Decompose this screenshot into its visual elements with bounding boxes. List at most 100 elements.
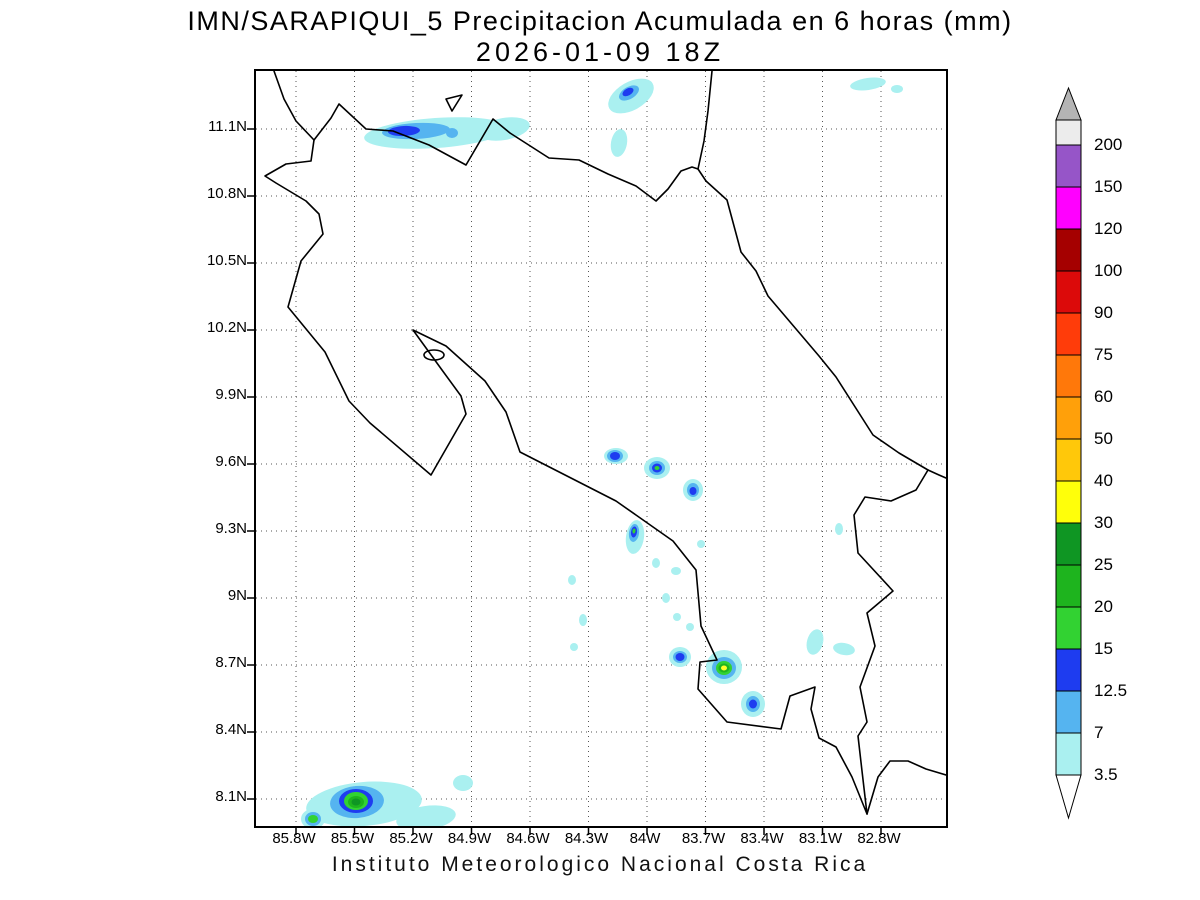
precip-cell — [673, 613, 681, 621]
colorbar-label: 120 — [1094, 219, 1123, 238]
precip-cell — [396, 805, 456, 826]
lon-tick-label: 84.3W — [564, 830, 609, 847]
colorbar-label: 150 — [1094, 177, 1123, 196]
precip-cell — [579, 614, 587, 626]
lat-tick-label: 9.6N — [215, 453, 247, 470]
colorbar-segment — [1055, 606, 1082, 650]
colorbar-label: 100 — [1094, 261, 1123, 280]
precip-cell — [654, 466, 660, 470]
colorbar-label: 40 — [1094, 471, 1113, 490]
lat-tick-label: 9.9N — [215, 386, 247, 403]
lat-tick-label: 9N — [227, 587, 247, 604]
nicaragua-pacific-coast — [273, 71, 315, 141]
lon-tick-label: 83.4W — [740, 830, 784, 847]
lon-tick-label: 85.2W — [389, 830, 433, 847]
precip-cell — [652, 558, 660, 568]
lon-tick-label: 84.9W — [447, 830, 492, 847]
colorbar-top-triangle — [1055, 86, 1082, 121]
colorbar-label: 7 — [1094, 723, 1104, 742]
lon-tick-label: 85.5W — [330, 830, 375, 847]
precip-cell — [570, 643, 578, 651]
colorbar-segment — [1055, 564, 1082, 608]
precip-cell — [833, 642, 855, 656]
precip-cell — [568, 575, 576, 585]
colorbar-segment — [1055, 522, 1082, 566]
colorbar-segment — [1055, 119, 1082, 146]
lon-tick-label: 84W — [629, 830, 661, 847]
colorbar-label: 12.5 — [1094, 681, 1128, 700]
lat-tick-label: 8.1N — [215, 788, 247, 805]
lat-tick-label: 8.4N — [215, 721, 247, 738]
precip-cell — [721, 665, 727, 671]
colorbar-segment — [1055, 144, 1082, 188]
lat-tick-label: 9.3N — [215, 520, 247, 537]
precip-cell — [891, 85, 903, 93]
precip-cell — [675, 653, 685, 661]
colorbar-segment — [1055, 690, 1082, 734]
precip-cell — [610, 129, 628, 157]
lake-nicaragua-fragment — [445, 94, 463, 112]
lon-tick-label: 84.6W — [506, 830, 550, 847]
panama-pacific-coast — [866, 760, 946, 815]
colorbar-label: 200 — [1094, 135, 1123, 154]
colorbar-segment — [1055, 396, 1082, 440]
colorbar-segment — [1055, 648, 1082, 692]
nicaragua-caribbean-coast — [697, 71, 713, 170]
lon-tick-label: 83.7W — [681, 830, 726, 847]
precip-cell — [388, 125, 420, 137]
panama-caribbean-coast — [927, 469, 946, 479]
precip-cell — [835, 523, 843, 535]
lat-tick-label: 10.8N — [206, 185, 247, 202]
lat-tick-label: 10.5N — [206, 252, 247, 269]
precip-cell — [351, 798, 361, 806]
colorbar-label: 20 — [1094, 597, 1113, 616]
precip-cell — [749, 699, 757, 709]
footer-attribution: Instituto Meteorologico Nacional Costa R… — [331, 853, 869, 876]
colorbar-segment — [1055, 354, 1082, 398]
colorbar-segment — [1055, 480, 1082, 524]
precip-cell — [622, 87, 634, 97]
colorbar-bottom-triangle — [1055, 774, 1082, 820]
chart-subtitle-datetime: 2026-01-09 18Z — [475, 37, 725, 67]
precip-cell — [697, 540, 705, 548]
colorbar-label: 15 — [1094, 639, 1113, 658]
colorbar-label: 25 — [1094, 555, 1113, 574]
colorbar-segment — [1055, 186, 1082, 230]
colorbar-segment — [1055, 270, 1082, 314]
lon-tick-label: 85.8W — [272, 830, 316, 847]
precip-cell — [446, 128, 458, 138]
colorbar-segment — [1055, 228, 1082, 272]
colorbar-label: 3.5 — [1094, 765, 1118, 784]
colorbar-label: 30 — [1094, 513, 1113, 532]
colorbar-label: 75 — [1094, 345, 1113, 364]
precip-cell — [453, 775, 473, 791]
map-plot-area — [247, 69, 948, 835]
lon-tick-label: 83.1W — [798, 830, 843, 847]
chart-title: IMN/SARAPIQUI_5 Precipitacion Acumulada … — [187, 6, 1013, 36]
lon-tick-label: 82.8W — [857, 830, 901, 847]
colorbar-segment — [1055, 312, 1082, 356]
colorbar-label: 90 — [1094, 303, 1113, 322]
precip-cell — [671, 567, 681, 575]
colorbar-label: 50 — [1094, 429, 1113, 448]
precip-cell — [610, 452, 620, 460]
colorbar-segment — [1055, 732, 1082, 776]
colorbar-label: 60 — [1094, 387, 1113, 406]
precip-cell — [686, 623, 694, 631]
colorbar — [1055, 86, 1082, 820]
costa-rica-outline — [264, 103, 929, 815]
precip-cell — [689, 487, 697, 495]
chira-island — [423, 349, 445, 361]
precip-cell — [308, 815, 318, 823]
precip-cell — [662, 593, 670, 603]
lat-tick-label: 8.7N — [215, 654, 247, 671]
coastline-layer — [264, 71, 946, 815]
grid-layer — [247, 71, 946, 835]
precip-cell — [806, 629, 824, 655]
precip-cell — [632, 528, 636, 534]
lat-tick-label: 10.2N — [206, 319, 247, 336]
precip-cell — [850, 77, 886, 91]
colorbar-segment — [1055, 438, 1082, 482]
lat-tick-label: 11.1N — [208, 118, 247, 135]
